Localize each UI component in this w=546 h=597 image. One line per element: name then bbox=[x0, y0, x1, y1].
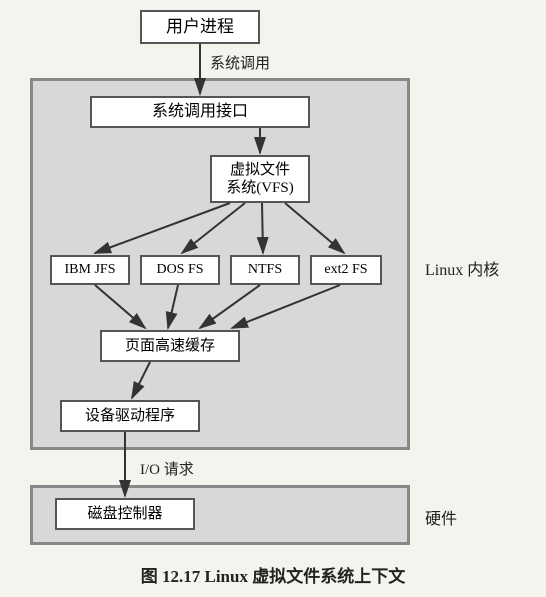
io-edge-label: I/O 请求 bbox=[140, 458, 194, 479]
kernel-side-label: Linux 内核 bbox=[425, 256, 499, 280]
node-syscall-interface: 系统调用接口 bbox=[90, 96, 310, 128]
node-dos-fs: DOS FS bbox=[140, 255, 220, 285]
node-ntfs: NTFS bbox=[230, 255, 300, 285]
node-user-process: 用户进程 bbox=[140, 10, 260, 44]
node-ext2-fs: ext2 FS bbox=[310, 255, 382, 285]
hardware-side-label: 硬件 bbox=[425, 505, 457, 529]
node-disk-controller: 磁盘控制器 bbox=[55, 498, 195, 530]
syscall-edge-label: 系统调用 bbox=[210, 52, 270, 73]
figure-caption: 图 12.17 Linux 虚拟文件系统上下文 bbox=[0, 562, 546, 587]
node-vfs: 虚拟文件 系统(VFS) bbox=[210, 155, 310, 203]
user-process-label: 用户进程 bbox=[166, 17, 234, 37]
node-ibm-jfs: IBM JFS bbox=[50, 255, 130, 285]
diagram-canvas: 用户进程 系统调用 系统调用接口 虚拟文件 系统(VFS) IBM JFS DO… bbox=[0, 0, 546, 597]
node-device-driver: 设备驱动程序 bbox=[60, 400, 200, 432]
node-page-cache: 页面高速缓存 bbox=[100, 330, 240, 362]
